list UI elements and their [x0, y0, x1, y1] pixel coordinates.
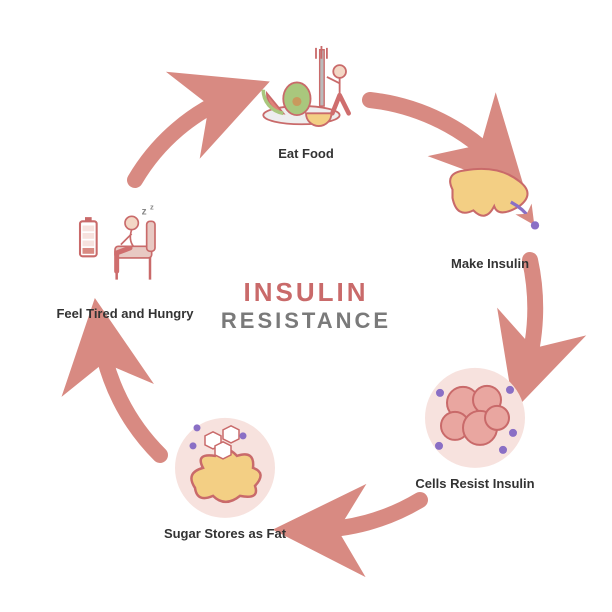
pancreas-icon: [440, 148, 540, 248]
tired-person-icon: z z: [75, 198, 175, 298]
title-line2: RESISTANCE: [221, 308, 391, 334]
node-label: Cells Resist Insulin: [405, 476, 545, 492]
center-title: INSULIN RESISTANCE: [221, 277, 391, 335]
node-label: Sugar Stores as Fat: [155, 526, 295, 542]
eat-food-icon: [256, 38, 356, 138]
node-sugar-fat: Sugar Stores as Fat: [155, 418, 295, 542]
cells-icon: [425, 368, 525, 468]
node-cells-resist: Cells Resist Insulin: [405, 368, 545, 492]
node-make-insulin: Make Insulin: [420, 148, 560, 272]
fat-sugar-icon: [175, 418, 275, 518]
arrow-cells-resist-to-sugar-fat: [310, 500, 420, 530]
diagram-canvas: INSULIN RESISTANCE: [0, 0, 612, 612]
node-tired-hungry: z z Feel Tired and Hungry: [55, 198, 195, 322]
svg-text:z: z: [142, 206, 147, 217]
arrow-tired-hungry-to-eat-food: [135, 95, 235, 180]
node-label: Eat Food: [236, 146, 376, 162]
arrow-make-insulin-to-cells-resist: [525, 260, 535, 375]
title-line1: INSULIN: [221, 277, 391, 308]
node-eat-food: Eat Food: [236, 38, 376, 162]
arrow-sugar-fat-to-tired-hungry: [100, 335, 160, 455]
node-label: Make Insulin: [420, 256, 560, 272]
node-label: Feel Tired and Hungry: [55, 306, 195, 322]
svg-text:z: z: [150, 202, 154, 211]
